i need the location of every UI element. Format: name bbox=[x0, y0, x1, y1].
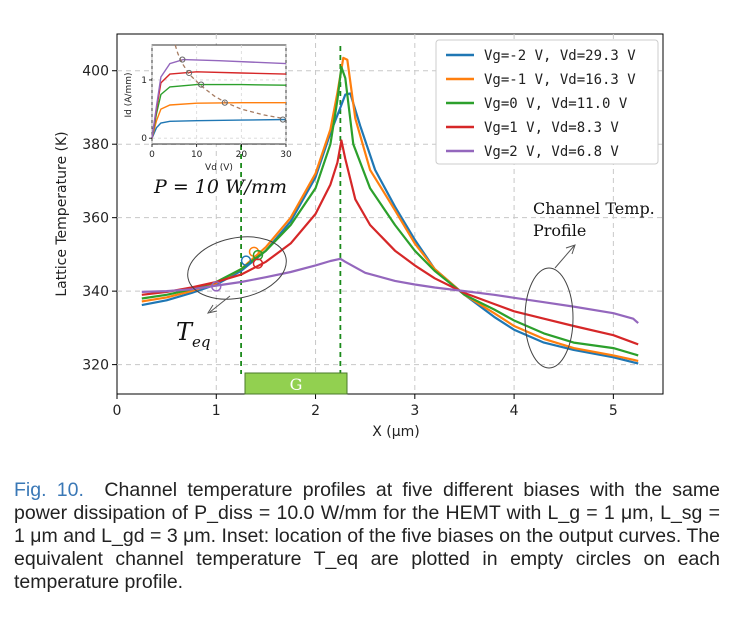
inset-y-tick-label: 0 bbox=[141, 134, 147, 144]
inset-y-label: Id (A/mm) bbox=[124, 73, 134, 118]
caption-label: Fig. 10. bbox=[14, 479, 84, 501]
power-label: P = 10 W/mm bbox=[153, 176, 287, 198]
legend-entry: Vg=2 V, Vd=6.8 V bbox=[484, 144, 619, 160]
inset-marker bbox=[221, 99, 228, 106]
inset-curves bbox=[151, 44, 287, 139]
inset-marker bbox=[185, 69, 193, 77]
legend: Vg=-2 V, Vd=29.3 V Vg=-1 V, Vd=16.3 V Vg=0… bbox=[435, 39, 659, 165]
teq-label-main: T bbox=[176, 318, 194, 346]
profile-arrow-head bbox=[565, 244, 576, 255]
y-ticks: 320 340 360 380 400 bbox=[82, 64, 117, 374]
legend-items: Vg=-2 V, Vd=29.3 V Vg=-1 V, Vd=16.3 V Vg=0… bbox=[446, 48, 636, 160]
series-line bbox=[141, 92, 639, 365]
legend-entry: Vg=1 V, Vd=8.3 V bbox=[484, 120, 619, 136]
y-tick-label: 380 bbox=[82, 137, 109, 153]
legend-entry: Vg=-1 V, Vd=16.3 V bbox=[484, 72, 636, 88]
inset-x-tick-label: 20 bbox=[236, 150, 248, 160]
inset-curve bbox=[151, 118, 287, 139]
teq-marker bbox=[252, 258, 264, 269]
x-tick-label: 5 bbox=[609, 403, 618, 419]
legend-box bbox=[435, 39, 659, 165]
inset-y-tick-label: 1 bbox=[141, 76, 147, 86]
inset-ticks: 0 10 20 30 0 1 bbox=[141, 76, 292, 160]
x-tick-label: 3 bbox=[410, 403, 419, 419]
teq-marker bbox=[211, 281, 222, 292]
inset-marker bbox=[279, 116, 286, 123]
series-lines bbox=[141, 56, 639, 365]
inset-curve bbox=[151, 83, 287, 139]
teq-markers bbox=[211, 246, 264, 292]
x-tick-label: 4 bbox=[510, 403, 519, 419]
profile-ellipse bbox=[524, 267, 574, 369]
x-ticks: 0 1 2 3 4 5 bbox=[113, 394, 618, 419]
teq-ellipse bbox=[187, 236, 287, 300]
teq-label: Teq bbox=[176, 318, 211, 351]
gate-label: G bbox=[290, 375, 303, 394]
teq-arrow-head bbox=[206, 304, 218, 314]
profile-label-line2: Profile bbox=[533, 221, 586, 240]
inset-x-label: Vd (V) bbox=[205, 163, 233, 173]
series-line bbox=[141, 66, 639, 357]
x-axis-label: X (µm) bbox=[372, 424, 420, 440]
teq-label-sub: eq bbox=[192, 333, 210, 351]
y-axis-label: Lattice Temperature (K) bbox=[54, 131, 70, 296]
inset-curve bbox=[151, 102, 286, 139]
y-tick-label: 320 bbox=[82, 358, 109, 374]
caption-text: Channel temperature profiles at five dif… bbox=[14, 479, 720, 593]
gate-block bbox=[244, 372, 348, 395]
figure-caption: Fig. 10. Channel temperature profiles at… bbox=[14, 479, 720, 594]
inset-frame bbox=[151, 44, 287, 145]
legend-entry: Vg=0 V, Vd=11.0 V bbox=[484, 96, 628, 112]
legend-entry: Vg=-2 V, Vd=29.3 V bbox=[484, 48, 636, 64]
inset-marker bbox=[179, 56, 186, 63]
inset-marker bbox=[198, 81, 205, 88]
x-tick-label: 1 bbox=[212, 403, 221, 419]
temperature-profile-figure: 0 1 2 3 4 5 320 340 360 380 400 G X (µm) Lattice … bbox=[54, 33, 664, 440]
x-tick-label: 2 bbox=[311, 403, 320, 419]
series-line bbox=[141, 257, 639, 324]
inset: 0 10 20 30 0 1 Vd (V) Id (A/mm) bbox=[124, 44, 292, 173]
series-line bbox=[141, 139, 639, 346]
y-tick-label: 340 bbox=[82, 284, 109, 300]
profile-arrow bbox=[554, 245, 575, 269]
profile-label-line1: Channel Temp. bbox=[533, 199, 655, 218]
y-tick-label: 400 bbox=[82, 64, 109, 80]
inset-x-tick-label: 0 bbox=[149, 150, 155, 160]
teq-arrow bbox=[209, 295, 231, 313]
inset-x-tick-label: 30 bbox=[280, 150, 292, 160]
inset-x-tick-label: 10 bbox=[191, 150, 203, 160]
teq-marker bbox=[240, 255, 252, 266]
inset-curve bbox=[151, 58, 287, 139]
inset-grid bbox=[151, 45, 287, 144]
x-tick-label: 0 bbox=[113, 403, 122, 419]
y-tick-label: 360 bbox=[82, 211, 109, 227]
